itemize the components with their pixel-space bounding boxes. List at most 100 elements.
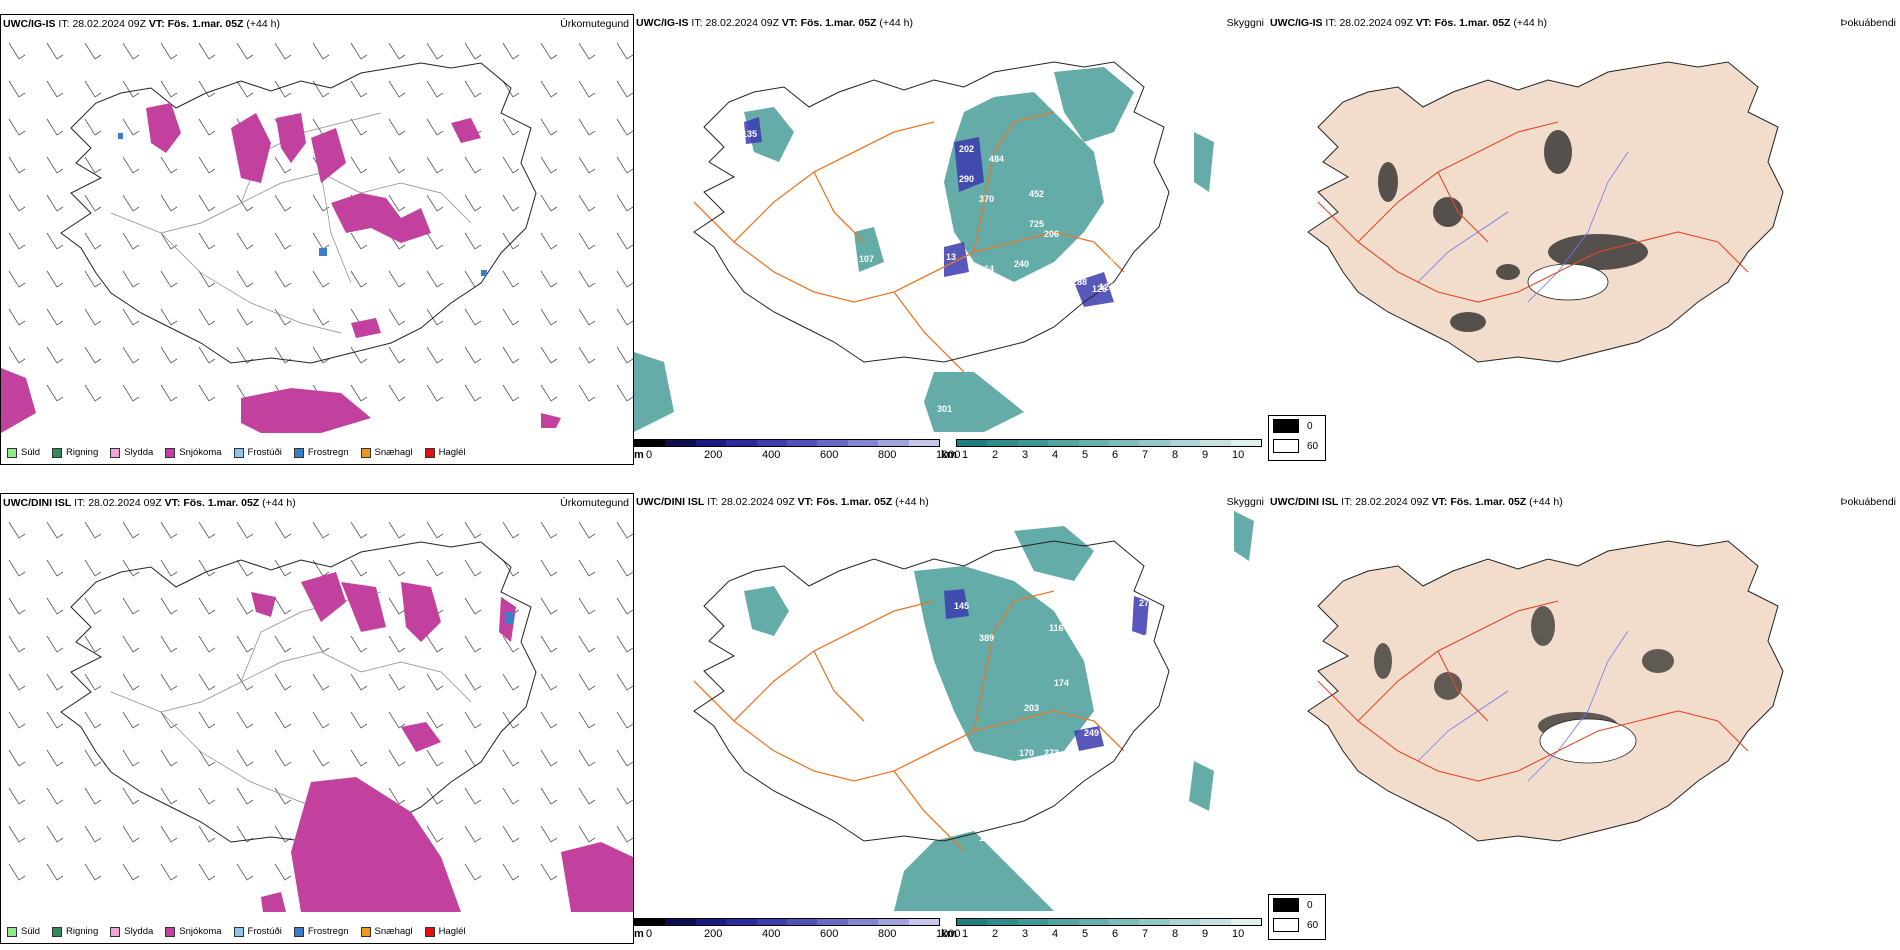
wind-barb: [8, 346, 26, 364]
wind-barb: [616, 787, 633, 805]
iceland-outline: [693, 61, 1170, 363]
wind-barb: [426, 559, 444, 577]
colorbar-km-strip: [956, 439, 1262, 447]
wind-barb: [160, 270, 178, 288]
panel-title: Úrkomutegund: [560, 497, 629, 509]
wind-barb: [388, 521, 406, 539]
precip-legend-swatch: [360, 926, 371, 937]
colorbar-segment: [665, 919, 696, 925]
wind-barb: [8, 749, 26, 767]
wind-barb: [274, 156, 292, 174]
it-label: IT:: [691, 17, 703, 29]
panel-title: Skyggni: [1226, 496, 1264, 508]
cloud-areas: [634, 67, 1214, 432]
wind-barb: [502, 80, 520, 98]
wind-barb: [8, 270, 26, 288]
wind-barb: [236, 559, 254, 577]
cloud-map[interactable]: 502 145 389 116 174 203 155 170 273 249 147 53 27 1: [634, 511, 1266, 911]
fog-map[interactable]: [1268, 32, 1898, 432]
wind-barb: [502, 42, 520, 60]
precip-legend-label: Snjókoma: [179, 447, 222, 458]
colorbar-tick: 3: [1022, 928, 1029, 940]
fog-map[interactable]: [1268, 511, 1898, 911]
wind-barb: [46, 80, 64, 98]
panel-header: UWC/IG-IS IT: 28.02.2024 09Z VT: Fös. 1.…: [1270, 17, 1898, 31]
wind-barb: [578, 232, 596, 250]
colorbar-segment: [1048, 440, 1079, 446]
cloud-base-label: 324: [1039, 274, 1054, 284]
precip-legend-swatch: [52, 447, 63, 458]
vt-value: Fös. 1.mar. 05Z: [1450, 496, 1527, 508]
wind-barb: [122, 521, 140, 539]
panel-header: UWC/IG-IS IT: 28.02.2024 09Z VT: Fös. 1.…: [636, 17, 1266, 31]
wind-barb: [426, 673, 444, 691]
wind-barb: [8, 521, 26, 539]
colorbar-tick: 8: [1172, 449, 1179, 461]
wind-barb: [8, 194, 26, 212]
wind-barb: [502, 156, 520, 174]
wind-barb: [236, 673, 254, 691]
wind-barb: [160, 711, 178, 729]
precip-legend-swatch: [360, 447, 371, 458]
wind-barb: [502, 825, 520, 843]
wind-barb: [46, 635, 64, 653]
wind-barb: [236, 194, 254, 212]
precip-legend-swatch: [165, 447, 176, 458]
wind-barb: [46, 232, 64, 250]
wind-barb: [540, 749, 558, 767]
colorbar-tick: 200: [704, 928, 723, 940]
wind-barb: [540, 521, 558, 539]
wind-barb: [350, 673, 368, 691]
wind-barb: [502, 635, 520, 653]
wind-barb: [616, 118, 633, 136]
precip-map[interactable]: [1, 33, 633, 433]
iceland-land: [1307, 61, 1784, 363]
colorbar-segment: [1109, 440, 1140, 446]
cloud-base-label: 240: [1014, 259, 1029, 269]
low-cloud-areas: [944, 589, 1149, 751]
wind-barb: [616, 749, 633, 767]
wind-barb: [578, 80, 596, 98]
wind-barb: [46, 825, 64, 843]
roads: [110, 112, 472, 334]
wind-barb: [502, 559, 520, 577]
wind-barb: [426, 635, 444, 653]
colorbar-tick: 1: [962, 928, 969, 940]
colorbar-segment: [957, 919, 988, 925]
lead-time: (+44 h): [1513, 17, 1547, 29]
wind-barb: [540, 597, 558, 615]
frost-areas: [118, 133, 487, 276]
fog-legend-item: 0: [1269, 895, 1325, 915]
colorbar-tick: 8: [1172, 928, 1179, 940]
wind-barb: [350, 749, 368, 767]
wind-barb: [84, 673, 102, 691]
wind-barb: [616, 711, 633, 729]
wind-barb: [540, 346, 558, 364]
precip-legend-label: Frostúði: [247, 447, 282, 458]
cloud-base-label: 125: [1092, 284, 1107, 294]
wind-barb: [160, 346, 178, 364]
wind-barb: [616, 384, 633, 402]
wind-barb: [274, 635, 292, 653]
wind-barb: [160, 232, 178, 250]
wind-barb: [540, 308, 558, 326]
colorbar-segment: [756, 919, 788, 925]
precip-legend-item: Rigning: [52, 926, 98, 937]
vt-label: VT:: [797, 496, 814, 508]
wind-barb: [122, 308, 140, 326]
wind-barb: [388, 194, 406, 212]
colorbar-segment: [726, 919, 757, 925]
colorbar-segment: [1230, 440, 1262, 446]
wind-barb: [46, 308, 64, 326]
wind-barb: [84, 194, 102, 212]
cloud-base-label: 174: [1054, 678, 1069, 688]
wind-barb: [540, 270, 558, 288]
precip-map[interactable]: [1, 512, 633, 912]
wind-barb: [312, 749, 330, 767]
wind-barb: [540, 118, 558, 136]
rivers: [1417, 630, 1629, 782]
colorbar-tick: 10: [1232, 928, 1245, 940]
wind-barb: [616, 308, 633, 326]
precip-legend-swatch: [424, 926, 435, 937]
